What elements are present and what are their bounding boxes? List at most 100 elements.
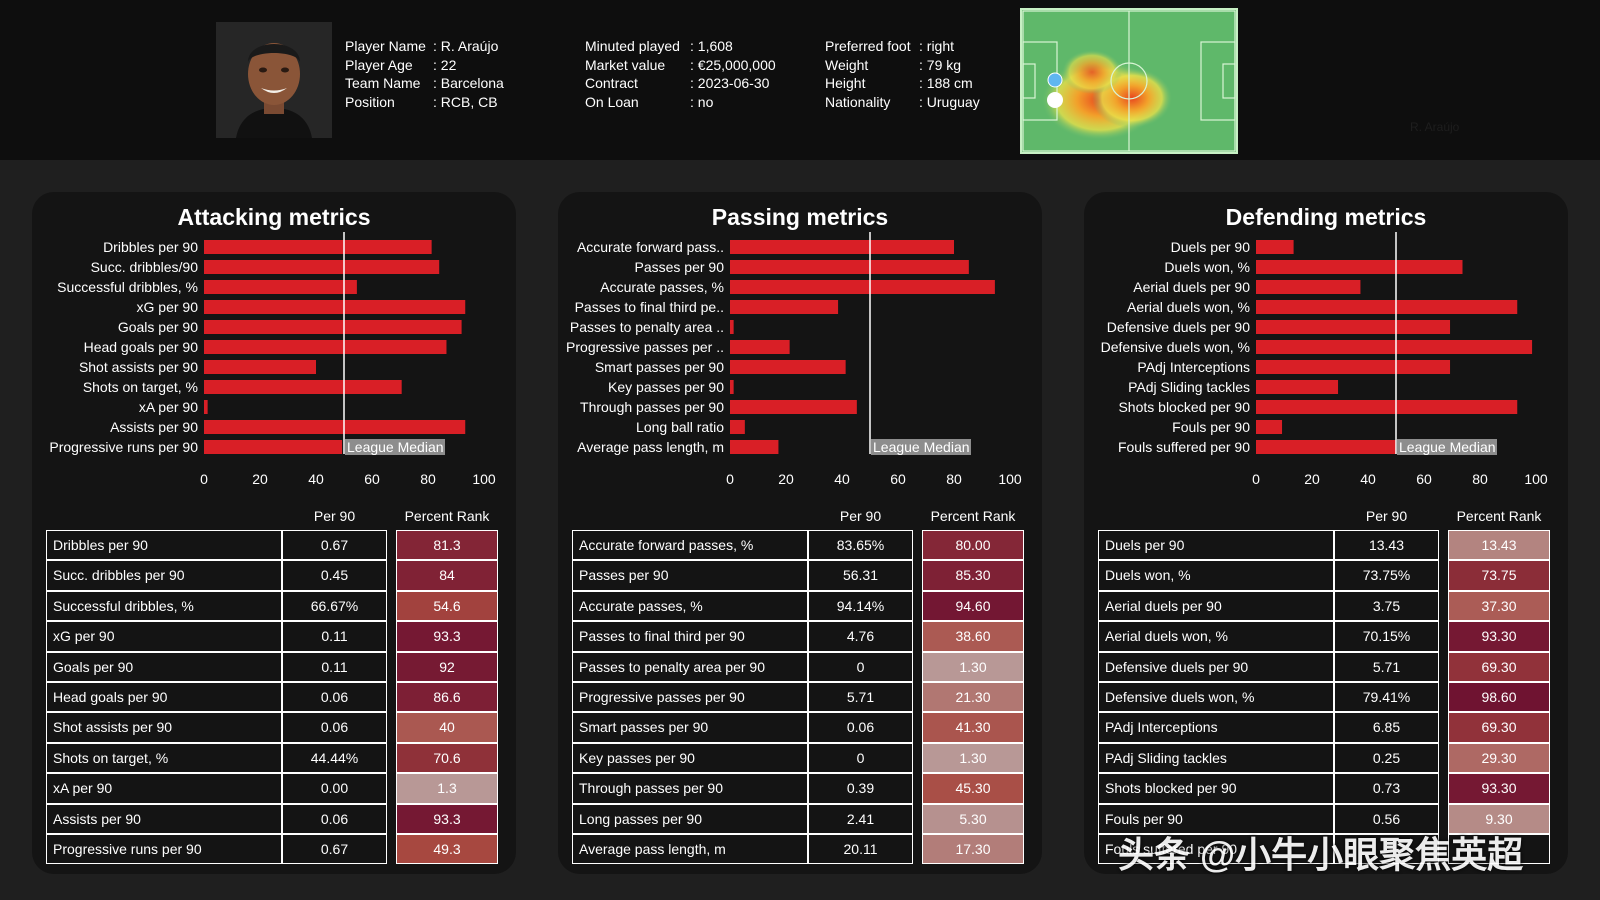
percent-rank-cell: 1.3: [396, 773, 498, 804]
preferred-foot: right: [926, 38, 955, 54]
bar-label: Long ball ratio: [636, 419, 724, 435]
percent-rank-cell: 86.6: [396, 681, 498, 713]
table-row: Passes per 90 56.31 85.30: [572, 560, 1028, 591]
table-row: Head goals per 90 0.06 86.6: [46, 681, 502, 713]
percent-rank-cell: 81.3: [396, 530, 498, 561]
metric-name-cell: Fouls per 90: [1098, 803, 1334, 834]
table-row: Successful dribbles, % 66.67% 54.6: [46, 590, 502, 622]
percent-rank-cell: 69.30: [1448, 651, 1550, 682]
per90-value-cell: 73.75%: [1334, 560, 1439, 591]
bar-label: Defensive duels won, %: [1101, 339, 1250, 355]
percent-rank-cell: 38.60: [922, 621, 1024, 652]
bar: [730, 260, 969, 274]
metric-name-cell: Passes to final third per 90: [572, 621, 808, 652]
bar: [730, 240, 954, 254]
table-row: Aerial duels per 90 3.75 37.30: [1098, 590, 1554, 622]
contract-date: 2023-06-30: [697, 75, 770, 91]
x-tick-label: 40: [308, 471, 324, 487]
table-row: Progressive passes per 90 5.71 21.30: [572, 681, 1028, 713]
bar-label: Dribbles per 90: [103, 239, 198, 255]
table-row: Dribbles per 90 0.67 81.3: [46, 530, 502, 561]
percent-rank-cell: 9.30: [1448, 803, 1550, 834]
passing-panel: Passing metrics Accurate forward pass.. P…: [558, 192, 1042, 874]
metric-name-cell: Passes to penalty area per 90: [572, 651, 808, 682]
bar: [730, 340, 790, 354]
per90-value-cell: 13.43: [1334, 530, 1439, 561]
table-row: xA per 90 0.00 1.3: [46, 773, 502, 804]
metric-name-cell: Shot assists per 90: [46, 712, 282, 743]
defending-title: Defending metrics: [1225, 204, 1427, 230]
info-column-3: Preferred foot: right Weight: 79 kg Heig…: [825, 37, 980, 111]
metric-name-cell: Average pass length, m: [572, 833, 808, 865]
x-tick-label: 40: [834, 471, 850, 487]
bar: [204, 280, 357, 294]
percent-rank-cell: 1.30: [922, 651, 1024, 682]
percent-rank-cell: 70.6: [396, 742, 498, 774]
table-row: Assists per 90 0.06 93.3: [46, 803, 502, 834]
percent-rank-cell: 93.30: [1448, 621, 1550, 652]
percent-rank-cell: 29.30: [1448, 742, 1550, 774]
metric-name-cell: Key passes per 90: [572, 742, 808, 774]
per90-value-cell: 0.06: [282, 803, 387, 834]
metric-name-cell: Aerial duels per 90: [1098, 590, 1334, 622]
percent-rank-cell: 37.30: [1448, 590, 1550, 622]
median-label-bg: [1397, 439, 1497, 455]
defending-per90-header: Per 90: [1365, 508, 1408, 524]
position-heatmap: [1020, 8, 1238, 154]
metric-name-cell: Accurate forward passes, %: [572, 530, 808, 561]
bar-label: Defensive duels per 90: [1107, 319, 1250, 335]
percent-rank-cell: 21.30: [922, 681, 1024, 713]
bar-label: Assists per 90: [110, 419, 198, 435]
median-label: League Median: [347, 439, 444, 455]
table-row: PAdj Interceptions 6.85 69.30: [1098, 712, 1554, 743]
bar-label: Smart passes per 90: [595, 359, 724, 375]
percent-rank-cell: 54.6: [396, 590, 498, 622]
player-height: 188 cm: [926, 75, 973, 91]
metric-name-cell: Fouls suffered per 90: [1098, 833, 1334, 865]
bar: [730, 320, 734, 334]
bar: [1256, 360, 1451, 374]
passing-per90-header: Per 90: [839, 508, 882, 524]
metric-name-cell: Progressive runs per 90: [46, 833, 282, 865]
table-row: Shots blocked per 90 0.73 93.30: [1098, 773, 1554, 804]
heatmap-caption: R. Araújo: [1410, 120, 1460, 134]
per90-value-cell: 70.15%: [1334, 621, 1439, 652]
bar-label: PAdj Interceptions: [1137, 359, 1250, 375]
percent-rank-cell: 40: [396, 712, 498, 743]
info-row-market: Market value: €25,000,000: [585, 56, 776, 73]
x-tick-label: 0: [726, 471, 734, 487]
bar-label: Fouls per 90: [1172, 419, 1250, 435]
bar: [204, 340, 447, 354]
bar: [1256, 280, 1361, 294]
bar-label: Accurate passes, %: [600, 279, 724, 295]
bar: [1256, 260, 1463, 274]
x-tick-label: 100: [1524, 471, 1548, 487]
bar: [204, 440, 343, 454]
bar-label: Progressive runs per 90: [49, 439, 198, 455]
defending-panel: Defending metrics Duels per 90 Duels won,…: [1084, 192, 1568, 874]
x-tick-label: 80: [420, 471, 436, 487]
info-row-name: Player Name: R. Araújo: [345, 38, 499, 54]
per90-value-cell: 79.41%: [1334, 681, 1439, 713]
percent-rank-cell: 41.30: [922, 712, 1024, 743]
per90-value-cell: 0.11: [282, 651, 387, 682]
per90-value-cell: 94.14%: [808, 590, 913, 622]
median-label-bg: [871, 439, 971, 455]
bar-label: Aerial duels per 90: [1133, 279, 1250, 295]
percent-rank-cell: 94.60: [922, 590, 1024, 622]
x-tick-label: 40: [1360, 471, 1376, 487]
bar-label: PAdj Sliding tackles: [1128, 379, 1250, 395]
nationality: Uruguay: [926, 93, 980, 110]
defending-rank-header: Percent Rank: [1456, 508, 1542, 524]
table-row: Passes to penalty area per 90 0 1.30: [572, 651, 1028, 682]
x-tick-label: 80: [946, 471, 962, 487]
percent-rank-cell: 45.30: [922, 773, 1024, 804]
player-photo: [216, 22, 332, 138]
x-tick-label: 60: [1416, 471, 1432, 487]
bar: [730, 420, 745, 434]
table-row: Passes to final third per 90 4.76 38.60: [572, 621, 1028, 652]
per90-value-cell: [1334, 833, 1439, 865]
median-label-bg: [345, 439, 445, 455]
table-row: Smart passes per 90 0.06 41.30: [572, 712, 1028, 743]
info-row-loan: On Loan: no: [585, 93, 714, 110]
